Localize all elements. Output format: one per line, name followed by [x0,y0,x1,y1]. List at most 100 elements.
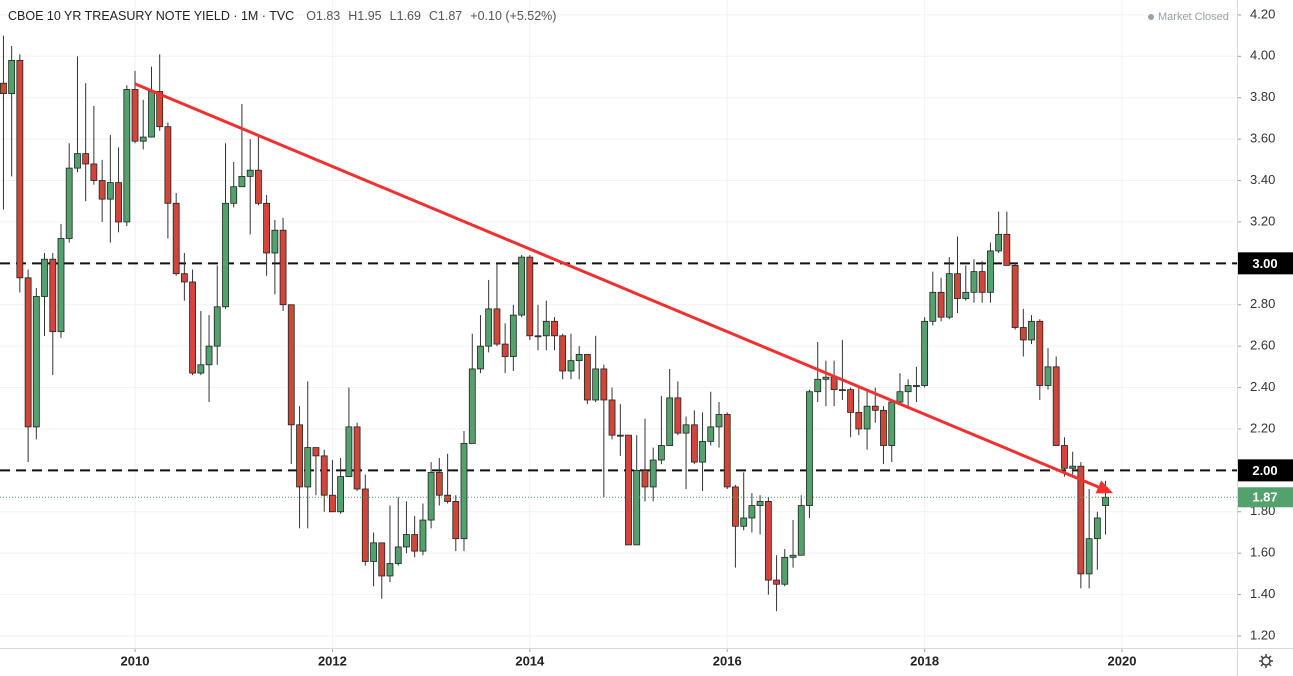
candle-body [822,376,830,380]
candle-body [353,426,361,490]
candle-body [378,542,386,577]
candle-body [386,563,394,577]
symbol-title: CBOE 10 YR TREASURY NOTE YIELD · 1M · TV… [8,9,294,23]
candle-body [748,505,756,519]
candle-body [180,273,188,283]
candle-body [707,426,715,442]
candle-body [304,447,312,488]
candle-body [723,414,731,488]
candle-body [148,91,155,138]
candle-body [312,447,320,457]
candle-body [657,445,665,461]
candle-body [477,345,484,370]
candle-body [0,82,7,94]
candle-body [764,501,772,581]
y-tick-label: 2.60 [1250,338,1275,353]
header: CBOE 10 YR TREASURY NOTE YIELD · 1M · TV… [8,9,556,23]
trend-line [134,82,1099,489]
candle-body [205,345,213,366]
candle-body [880,409,887,446]
candle-body [296,424,303,488]
level-label: 3.00 [1252,256,1277,271]
candle-body [995,233,1003,252]
candle-body [222,202,229,308]
candle-body [1003,233,1011,266]
candle-body [583,354,591,401]
candle-body [616,434,624,437]
candle-body [1036,320,1044,386]
candle-body [444,494,452,502]
candle-body [1061,445,1068,469]
candle-body [781,556,789,585]
candle-body [740,517,748,527]
quote-high: H1.95 [348,9,381,23]
candle-body [567,360,575,372]
candle-body [197,364,205,374]
candle-body [493,308,501,345]
candle-body [674,397,682,434]
candle-body [106,182,114,200]
candle-body [806,391,813,506]
candle-body [32,296,40,428]
candle-body [962,291,970,299]
candle-body [904,385,912,393]
candle-body [189,281,196,374]
level-label-box [1238,252,1293,275]
candle-body [345,426,353,477]
candle-body [98,180,106,200]
candle-body [896,391,904,403]
candle-body [1102,496,1109,506]
candle-body [361,488,369,562]
candle-body [230,186,238,204]
candle-body [732,486,739,527]
quote-open: O1.83 [306,9,340,23]
candle-body [370,542,377,562]
candle-body [838,389,846,392]
candle-body [419,519,427,552]
candle-body [863,405,871,430]
candle-body [263,202,270,254]
x-tick-label: 2016 [713,653,742,668]
candle-body [123,89,131,223]
candle-body [238,175,246,188]
candle-body [954,273,961,299]
candle-body [435,472,443,496]
candle-body [1077,465,1085,575]
candle-body [789,554,797,558]
candle-body [970,271,978,293]
candle-body [403,534,410,548]
candle-body [279,229,287,306]
candle-body [337,476,345,513]
candle-body [830,376,838,391]
candle-body [57,238,65,333]
candle-body [131,89,139,142]
y-tick-label: 3.20 [1250,213,1275,228]
last-price-label: 1.87 [1252,490,1277,505]
y-tick-label: 3.60 [1250,131,1275,146]
y-tick-label: 4.20 [1250,6,1275,21]
candle-body [797,505,805,556]
candle-body [633,469,641,546]
candle-body [156,91,164,128]
candle-body [509,314,517,357]
quote-close: C1.87 [429,9,462,23]
candle-body [756,501,764,506]
status-dot [1148,14,1154,20]
candle-body [888,401,896,446]
candle-body [452,501,460,540]
candle-body [625,434,632,546]
candle-body [65,167,73,239]
candle-body [913,385,920,387]
candle-body [41,258,48,297]
x-tick-label: 2010 [121,653,150,668]
candle-body [814,378,822,393]
candle-body [164,126,172,204]
candle-body [213,306,221,347]
candle-body [649,459,657,488]
settings-icon[interactable] [1259,654,1273,668]
candle-body [945,273,953,318]
candle-body [246,169,254,177]
candle-body [699,440,706,463]
candle-body [460,443,468,540]
